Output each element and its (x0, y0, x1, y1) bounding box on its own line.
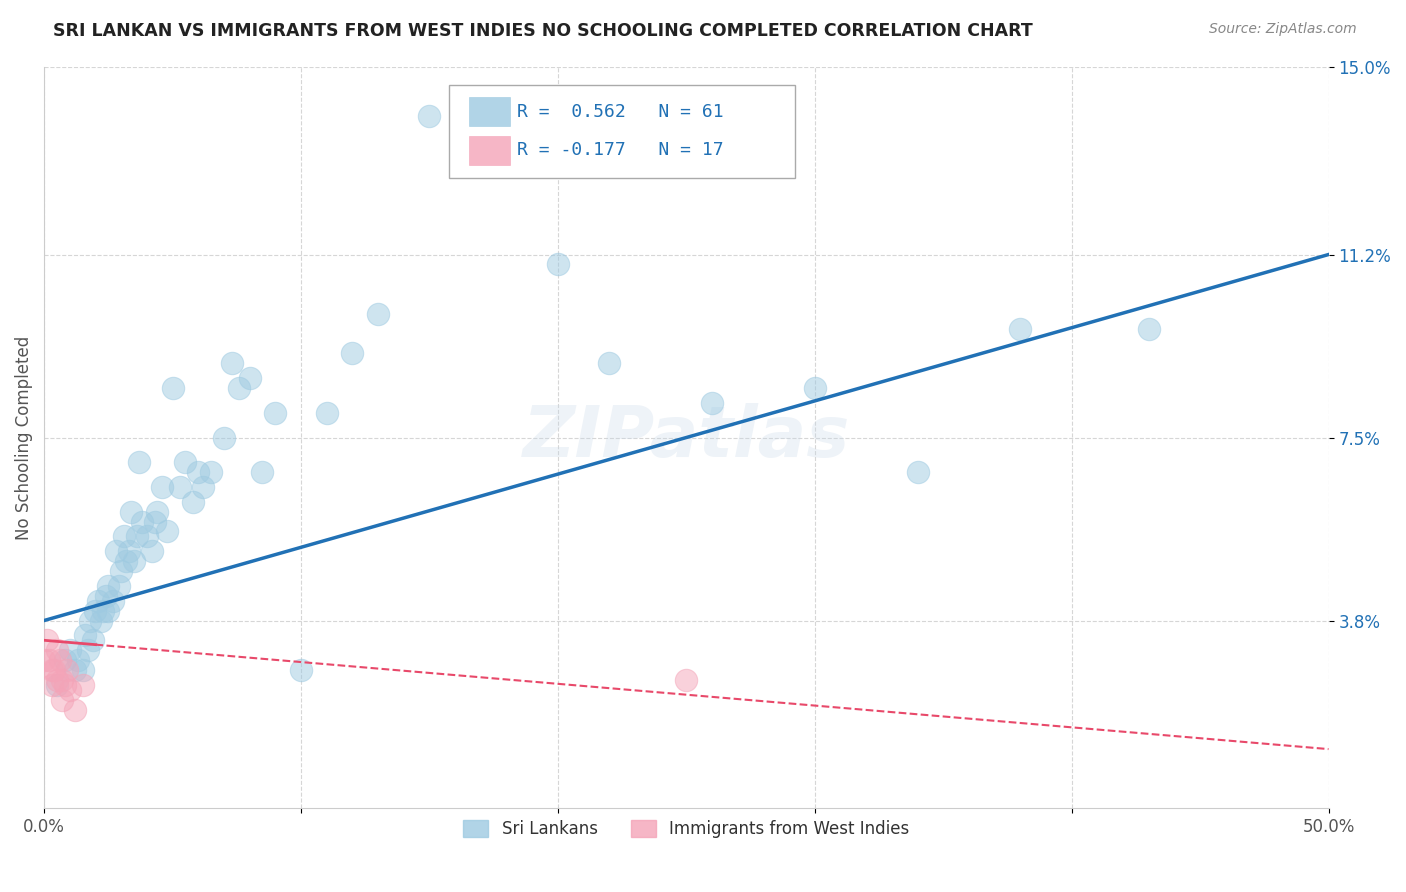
Point (342, 346, 364, 360)
Point (103, 593, 125, 607)
Point (46, 643, 69, 657)
Point (135, 529, 157, 543)
Point (150, 480, 173, 494)
Text: R = -0.177   N = 17: R = -0.177 N = 17 (517, 142, 724, 160)
Point (90, 614, 112, 628)
Point (41, 678, 63, 692)
Point (84, 604, 107, 618)
Point (169, 480, 191, 494)
Point (122, 554, 145, 568)
Point (59, 643, 82, 657)
Point (143, 515, 166, 529)
Point (53, 653, 76, 667)
Point (547, 257, 569, 271)
FancyBboxPatch shape (449, 85, 796, 178)
Point (141, 544, 163, 558)
Point (91, 604, 114, 618)
Point (105, 544, 128, 558)
Point (82, 633, 104, 648)
Point (75, 628, 97, 642)
Point (470, 159, 492, 173)
Point (38, 653, 60, 667)
Point (174, 455, 197, 469)
Legend: Sri Lankans, Immigrants from West Indies: Sri Lankans, Immigrants from West Indies (457, 814, 917, 845)
Point (46, 673, 69, 687)
Point (48, 653, 70, 667)
Text: Source: ZipAtlas.com: Source: ZipAtlas.com (1209, 22, 1357, 37)
Point (1010, 322, 1032, 336)
Point (56, 663, 79, 677)
Point (120, 505, 142, 519)
Text: ZIPatlas: ZIPatlas (523, 403, 851, 472)
Point (367, 307, 389, 321)
Point (131, 515, 153, 529)
Point (35, 633, 58, 648)
Point (110, 564, 132, 578)
Point (252, 465, 274, 479)
Point (228, 381, 250, 395)
Point (97, 579, 120, 593)
Point (290, 663, 312, 677)
Y-axis label: No Schooling Completed: No Schooling Completed (15, 335, 32, 540)
Text: R =  0.562   N = 61: R = 0.562 N = 61 (517, 103, 724, 120)
Point (418, 109, 440, 123)
Point (1137, 322, 1160, 336)
Point (598, 356, 620, 370)
Point (239, 371, 262, 385)
Point (803, 381, 825, 395)
Point (87, 593, 110, 607)
Point (72, 678, 94, 692)
Point (221, 356, 243, 370)
Point (118, 544, 141, 558)
Point (212, 430, 235, 444)
Point (162, 381, 184, 395)
Point (112, 529, 135, 543)
FancyBboxPatch shape (470, 97, 510, 126)
Point (63, 702, 86, 716)
Point (59, 682, 82, 697)
Point (44, 663, 66, 677)
Point (72, 663, 94, 677)
Point (187, 465, 209, 479)
Point (79, 614, 101, 628)
Point (107, 579, 129, 593)
Point (66, 653, 89, 667)
Point (675, 673, 697, 687)
Point (115, 554, 138, 568)
Point (51, 692, 73, 706)
Point (200, 465, 222, 479)
Point (146, 505, 169, 519)
Point (264, 406, 287, 420)
Point (97, 604, 120, 618)
Point (156, 524, 179, 539)
FancyBboxPatch shape (470, 136, 510, 164)
Point (32, 653, 55, 667)
Point (76, 643, 98, 657)
Point (181, 495, 204, 509)
Point (41, 663, 63, 677)
Point (193, 480, 215, 494)
Point (53, 678, 76, 692)
Point (125, 529, 148, 543)
Point (63, 663, 86, 677)
Point (315, 406, 337, 420)
Point (94, 589, 117, 603)
Text: SRI LANKAN VS IMMIGRANTS FROM WEST INDIES NO SCHOOLING COMPLETED CORRELATION CHA: SRI LANKAN VS IMMIGRANTS FROM WEST INDIE… (53, 22, 1033, 40)
Point (128, 455, 150, 469)
Point (700, 396, 723, 410)
Point (907, 465, 929, 479)
Point (51, 673, 73, 687)
Point (46, 678, 69, 692)
